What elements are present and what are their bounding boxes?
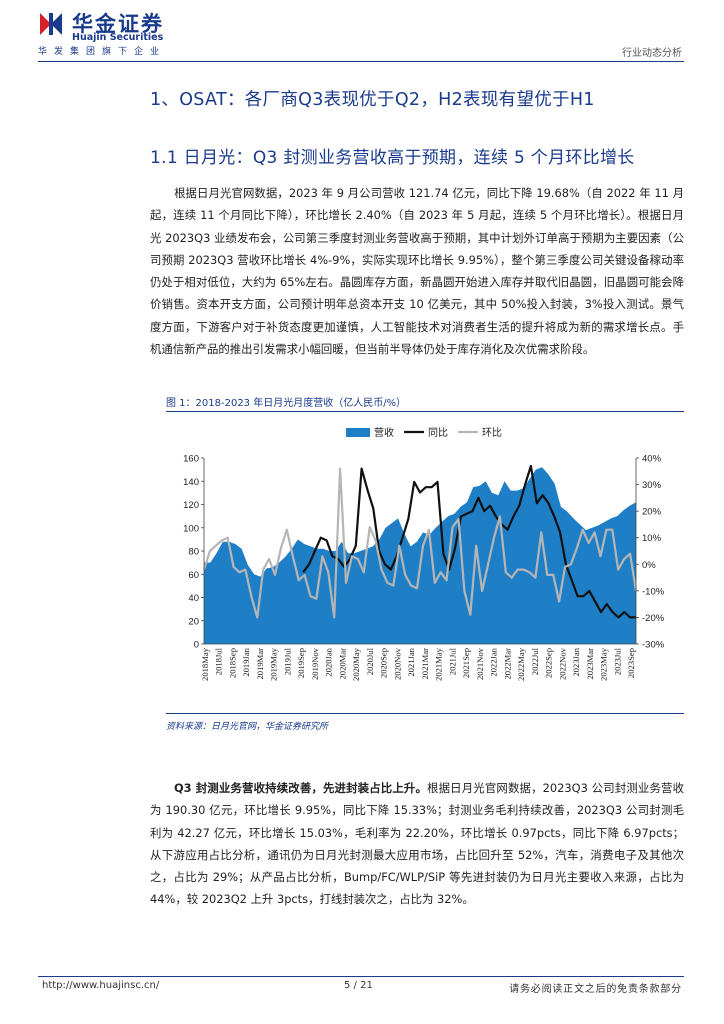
page-number: 5 / 21 — [344, 980, 373, 991]
right-tick-label: -20% — [642, 613, 665, 624]
x-tick-label: 2019Jan — [241, 647, 251, 676]
left-tick-label: 80 — [188, 547, 199, 558]
x-tick-label: 2023May — [599, 647, 609, 681]
body-paragraph-2: Q3 封测业务营收持续改善，先进封装占比上升。根据日月光官网数据，2023Q3 … — [150, 777, 684, 911]
x-tick-label: 2019Sep — [296, 648, 306, 678]
left-tick-label: 120 — [183, 500, 199, 511]
legend-revenue-label: 营收 — [374, 426, 394, 439]
x-tick-label: 2019Jul — [282, 647, 292, 675]
left-tick-label: 60 — [188, 570, 199, 581]
logo-english-name: Huajin Securities — [72, 32, 164, 43]
left-tick-label: 40 — [188, 593, 199, 604]
figure-source: 资料来源：日月光官网，华金证券研究所 — [166, 722, 329, 732]
right-tick-label: 0% — [642, 560, 656, 571]
chart-legend: 营收 同比 环比 — [346, 426, 502, 439]
right-tick-label: -30% — [642, 640, 665, 651]
footer-disclaimer: 请务必阅读正文之后的免责条款部分 — [509, 984, 682, 995]
yoy-line — [302, 464, 636, 619]
x-tick-label: 2022Sep — [544, 648, 554, 678]
footer-url: http://www.huajinsc.cn/ — [42, 980, 160, 991]
x-tick-label: 2020Jan — [324, 647, 334, 676]
x-tick-label: 2023Jul — [612, 647, 622, 675]
x-tick-label: 2022May — [516, 647, 526, 681]
right-tick-label: 30% — [642, 480, 662, 491]
legend-yoy-label: 同比 — [428, 427, 448, 439]
x-tick-label: 2021Nov — [475, 647, 485, 680]
subsection-title: 1.1 日月光：Q3 封测业务营收高于预期，连续 5 个月环比增长 — [150, 148, 635, 168]
footer-divider — [38, 976, 684, 977]
chart-plot — [202, 464, 638, 644]
left-tick-label: 20 — [188, 616, 199, 627]
x-tick-label: 2023Mar — [585, 648, 595, 680]
logo-chinese-name: 华金证券 — [72, 12, 164, 36]
logo-slogan: 华发集团旗下企业 — [38, 47, 167, 57]
paragraph-2-lead: Q3 封测业务营收持续改善，先进封装占比上升。 — [174, 781, 428, 795]
header-divider — [38, 61, 684, 62]
huajin-logo-icon — [40, 13, 62, 35]
x-tick-label: 2020Sep — [379, 648, 389, 678]
x-tick-label: 2019Mar — [255, 648, 265, 680]
paragraph-1-text: 根据日月光官网数据，2023 年 9 月公司营收 121.74 亿元，同比下降 … — [150, 186, 684, 357]
x-tick-label: 2021May — [434, 647, 444, 681]
x-tick-label: 2022Jan — [489, 647, 499, 676]
x-tick-label: 2018May — [200, 647, 210, 681]
x-tick-label: 2023Jan — [571, 647, 581, 676]
x-tick-label: 2022Mar — [502, 648, 512, 680]
report-type-label: 行业动态分析 — [622, 48, 682, 59]
figure-bottom-rule — [166, 713, 684, 714]
x-tick-label: 2021Mar — [420, 648, 430, 680]
left-tick-label: 160 — [183, 454, 199, 465]
x-tick-label: 2020Jul — [365, 647, 375, 675]
x-tick-label: 2022Nov — [557, 647, 567, 680]
x-tick-label: 2019Nov — [310, 647, 320, 680]
legend-revenue-swatch — [346, 428, 370, 437]
left-tick-label: 100 — [183, 523, 199, 534]
section-title: 1、OSAT：各厂商Q3表现优于Q2，H2表现有望优于H1 — [150, 90, 595, 110]
revenue-chart: 营收 同比 环比 0 20 40 60 80 100 120 140 160 -30% -20% -10%… — [183, 426, 665, 681]
x-tick-label: 2020May — [351, 647, 361, 681]
right-tick-label: 40% — [642, 454, 662, 465]
left-tick-label: 140 — [183, 477, 199, 488]
right-tick-label: -10% — [642, 586, 665, 597]
right-tick-label: 20% — [642, 507, 662, 518]
x-tick-label: 2020Nov — [392, 647, 402, 680]
x-tick-label: 2018Jul — [214, 647, 224, 675]
mom-line — [202, 467, 638, 619]
chart-axes: 0 20 40 60 80 100 120 140 160 -30% -20% -10% 0% 10% 20… — [183, 454, 665, 681]
right-tick-label: 10% — [642, 533, 662, 544]
left-tick-label: 0 — [194, 640, 199, 651]
body-paragraph-1: 根据日月光官网数据，2023 年 9 月公司营收 121.74 亿元，同比下降 … — [150, 182, 684, 360]
x-tick-label: 2018Sep — [227, 648, 237, 678]
legend-mom-label: 环比 — [482, 427, 502, 439]
x-tick-label: 2020Mar — [337, 648, 347, 680]
x-tick-label: 2021Sep — [461, 648, 471, 678]
figure-top-rule — [166, 411, 684, 412]
x-tick-label: 2023Sep — [626, 648, 636, 678]
x-tick-label: 2021Jul — [447, 647, 457, 675]
revenue-area — [204, 467, 636, 644]
paragraph-2-text: 根据日月光官网数据，2023Q3 公司封测业务营收为 190.30 亿元，环比增… — [150, 781, 685, 907]
x-tick-label: 2022Jul — [530, 647, 540, 675]
figure-title: 图 1：2018-2023 年日月光月度营收（亿人民币/%） — [166, 398, 407, 409]
x-tick-label: 2019May — [269, 647, 279, 681]
x-tick-label: 2021Jan — [406, 647, 416, 676]
